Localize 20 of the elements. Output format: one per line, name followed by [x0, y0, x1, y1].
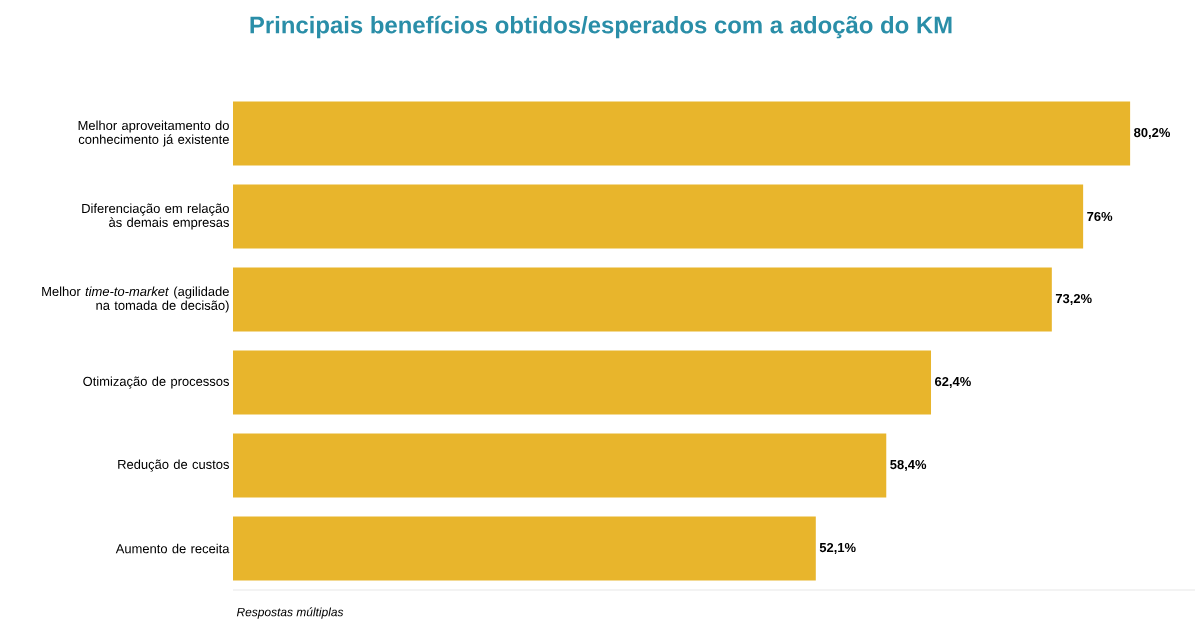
bar	[233, 101, 1131, 166]
data-label: 76%	[1087, 211, 1113, 222]
bar	[233, 267, 1052, 332]
data-label: 73,2%	[1055, 293, 1092, 306]
y-tick-label: Otimização de processos	[83, 376, 229, 389]
bar	[233, 433, 887, 498]
text: Respostas múltiplas	[236, 607, 344, 619]
data-label: 62,4%	[935, 376, 971, 389]
y-tick-label: Melhor time-to-market (agilidade na tomada de decisão)	[42, 286, 229, 313]
y-tick-label: Aumento de receita	[115, 543, 230, 554]
data-label: 52,1%	[819, 542, 856, 555]
chart-title: Principais benefícios obtidos/esperados com a adoção do KM	[250, 15, 952, 39]
data-label: 80,2%	[1134, 127, 1171, 140]
bar	[233, 350, 932, 415]
data-label: 58,4%	[890, 459, 927, 472]
bar	[233, 184, 1084, 249]
y-tick-label: Redução de custos	[118, 459, 229, 472]
bar	[233, 516, 816, 581]
y-tick-label: Melhor aproveitamento do conhecimento já existente	[78, 120, 229, 147]
y-tick-label: Diferenciação em relação às demais empresas	[82, 203, 229, 230]
